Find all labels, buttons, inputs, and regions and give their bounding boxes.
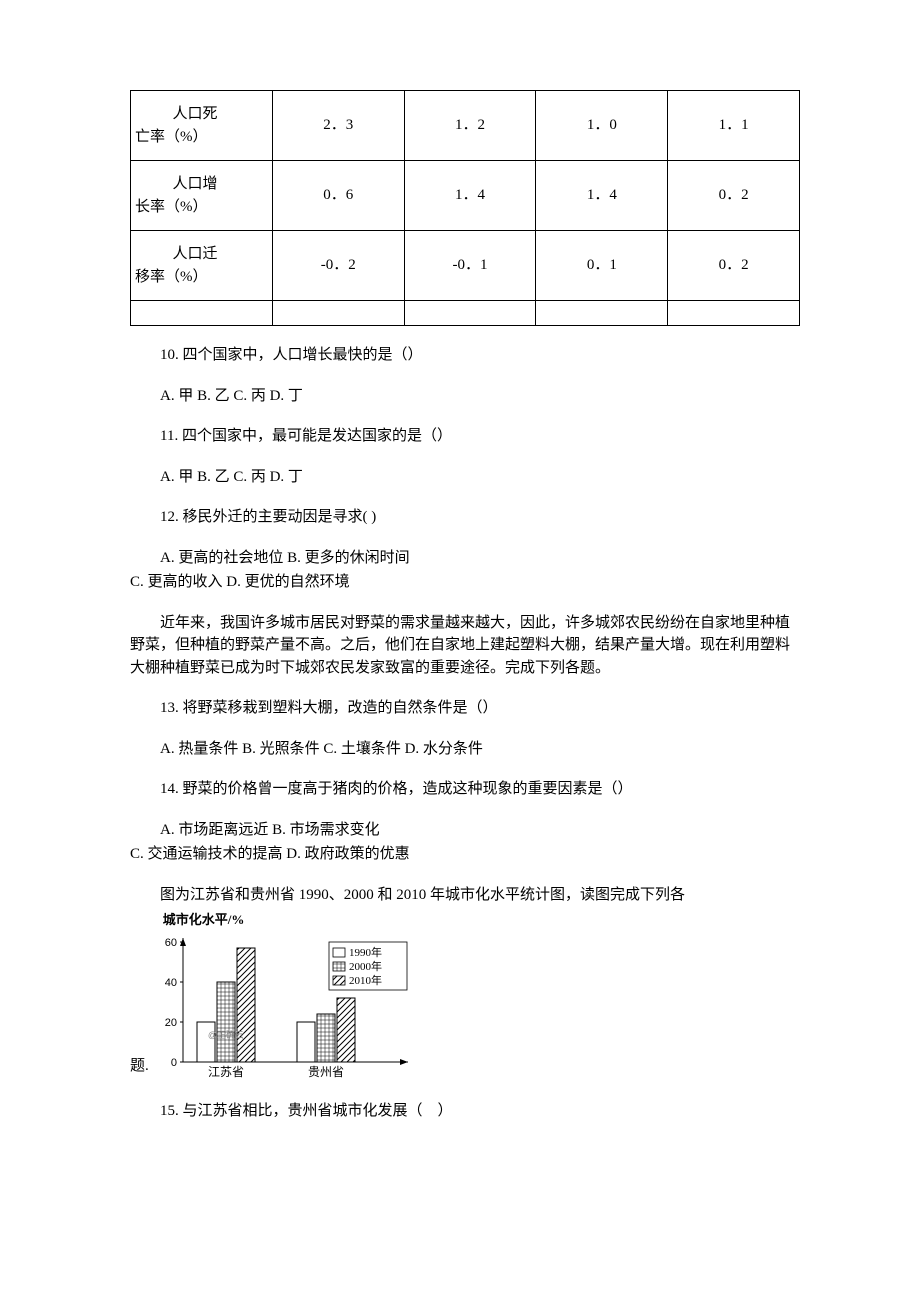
cell: 1．2 xyxy=(404,91,536,161)
question-11-options: A. 甲 B. 乙 C. 丙 D. 丁 xyxy=(130,466,790,489)
svg-text:60: 60 xyxy=(165,937,177,949)
question-12-options-line2: C. 更高的收入 D. 更优的自然环境 xyxy=(130,571,790,594)
question-13: 13. 将野菜移栽到塑料大棚，改造的自然条件是（） xyxy=(130,697,790,720)
cell: 0．1 xyxy=(536,231,668,301)
cell: 2．3 xyxy=(272,91,404,161)
demographics-table: 人口死亡率（%） 2．3 1．2 1．0 1．1 人口增长率（%） 0．6 1．… xyxy=(130,90,800,326)
question-14: 14. 野菜的价格曾一度高于猪肉的价格，造成这种现象的重要因素是（） xyxy=(130,778,790,801)
svg-text:20: 20 xyxy=(165,1017,177,1029)
question-12-options-line1: A. 更高的社会地位 B. 更多的休闲时间 xyxy=(130,547,790,570)
table-row-empty xyxy=(131,301,800,326)
question-11: 11. 四个国家中，最可能是发达国家的是（） xyxy=(130,425,790,448)
row-label: 人口死亡率（%） xyxy=(131,91,273,161)
table-row: 人口增长率（%） 0．6 1．4 1．4 0．2 xyxy=(131,161,800,231)
svg-text:0: 0 xyxy=(171,1057,177,1069)
svg-text:2000年: 2000年 xyxy=(349,959,382,973)
table-row: 人口死亡率（%） 2．3 1．2 1．0 1．1 xyxy=(131,91,800,161)
passage-suffix: 题. xyxy=(130,1055,153,1082)
svg-text:2010年: 2010年 xyxy=(349,973,382,987)
svg-text:江苏省: 江苏省 xyxy=(208,1065,244,1079)
cell: 0．2 xyxy=(668,231,800,301)
cell: -0．1 xyxy=(404,231,536,301)
question-14-options-line1: A. 市场距离远近 B. 市场需求变化 xyxy=(130,819,790,842)
cell: 0．6 xyxy=(272,161,404,231)
svg-text:贵州省: 贵州省 xyxy=(308,1065,344,1079)
page: 人口死亡率（%） 2．3 1．2 1．0 1．1 人口增长率（%） 0．6 1．… xyxy=(70,0,850,1200)
chart-y-title: 城市化水平/% xyxy=(163,910,423,930)
svg-text:1990年: 1990年 xyxy=(349,945,382,959)
question-10: 10. 四个国家中，人口增长最快的是（） xyxy=(130,344,790,367)
row-label: 人口迁移率（%） xyxy=(131,231,273,301)
chart-svg: 0 20 40 60 @正确云江苏省 贵州省 1990年2000年2010年 xyxy=(153,932,423,1082)
svg-text:@正确云: @正确云 xyxy=(208,1029,244,1040)
passage-vegetables: 近年来，我国许多城市居民对野菜的需求量越来越大，因此，许多城郊农民纷纷在自家地里… xyxy=(130,612,790,680)
question-14-options-line2: C. 交通运输技术的提高 D. 政府政策的优惠 xyxy=(130,843,790,866)
cell: -0．2 xyxy=(272,231,404,301)
cell: 1．0 xyxy=(536,91,668,161)
table-body: 人口死亡率（%） 2．3 1．2 1．0 1．1 人口增长率（%） 0．6 1．… xyxy=(131,91,800,326)
chart-row: 题. 城市化水平/% 0 20 40 60 @正确云江苏省 贵州省 1990年2000年20… xyxy=(130,910,790,1082)
passage-urbanization: 图为江苏省和贵州省 1990、2000 和 2010 年城市化水平统计图，读图完… xyxy=(130,884,790,907)
cell: 1．4 xyxy=(536,161,668,231)
question-13-options: A. 热量条件 B. 光照条件 C. 土壤条件 D. 水分条件 xyxy=(130,738,790,761)
cell: 1．1 xyxy=(668,91,800,161)
cell: 1．4 xyxy=(404,161,536,231)
svg-text:40: 40 xyxy=(165,977,177,989)
question-12: 12. 移民外迁的主要动因是寻求( ) xyxy=(130,506,790,529)
row-label: 人口增长率（%） xyxy=(131,161,273,231)
cell: 0．2 xyxy=(668,161,800,231)
urbanization-chart: 城市化水平/% 0 20 40 60 @正确云江苏省 贵州省 1990年2000年2010年 xyxy=(153,910,423,1082)
question-15: 15. 与江苏省相比，贵州省城市化发展（ ） xyxy=(130,1100,790,1123)
table-row: 人口迁移率（%） -0．2 -0．1 0．1 0．2 xyxy=(131,231,800,301)
question-10-options: A. 甲 B. 乙 C. 丙 D. 丁 xyxy=(130,385,790,408)
